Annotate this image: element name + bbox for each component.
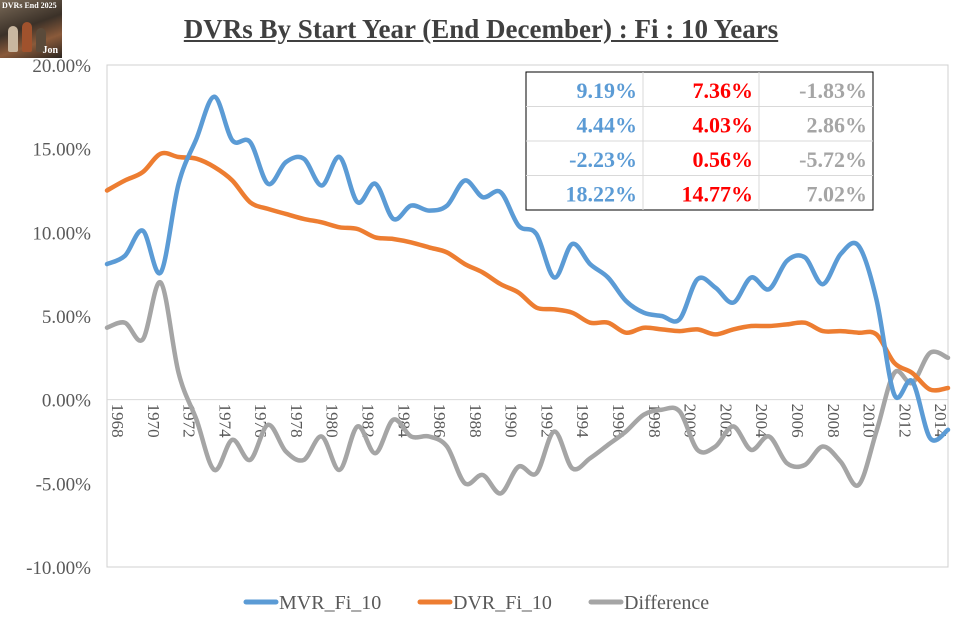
series-line-dvr-fi-10 [104, 150, 951, 393]
legend-label: MVR_Fi_10 [279, 592, 381, 614]
legend: MVR_Fi_10 DVR_Fi_10 Difference [243, 592, 709, 614]
y-tick-label: -5.00% [36, 474, 92, 495]
stats-table-cell: 2.86% [807, 113, 868, 138]
y-tick-label: 10.00% [32, 223, 91, 244]
stats-table-cell: 14.77% [682, 182, 754, 207]
x-tick-label: 1968 [108, 404, 127, 438]
stats-table-cell: -5.72% [799, 147, 867, 172]
series-line-difference [104, 280, 951, 496]
logo-figure [22, 22, 32, 52]
x-tick-label: 1984 [394, 404, 413, 439]
plot-frame [106, 64, 949, 568]
stats-table-cell: 7.02% [807, 182, 868, 207]
logo-name: Jon [42, 45, 58, 56]
series-layer [104, 94, 951, 496]
legend-label: DVR_Fi_10 [453, 592, 552, 614]
stats-table-cell: 4.03% [693, 113, 754, 138]
stats-table-cell: 7.36% [693, 78, 754, 103]
stats-table-cell: 9.19% [577, 78, 638, 103]
stats-table-cell: -2.23% [569, 147, 637, 172]
chart-title: DVRs By Start Year (End December) : Fi :… [183, 14, 779, 44]
x-axis: 1968 1970 1972 1974 1976 1978 1980 1982 1984 1986… [107, 399, 950, 439]
logo-figure [8, 26, 18, 52]
x-tick-label: 1994 [573, 404, 592, 439]
stats-table: 9.19% 7.36% -1.83% 4.44% 4.03% 2.86% -2.23% 0.5… [525, 71, 874, 211]
y-tick-label: -10.00% [26, 558, 91, 579]
x-tick-label: 2008 [824, 404, 843, 438]
plot-border [106, 64, 949, 568]
x-tick-label: 2004 [752, 404, 771, 439]
stats-table-cell: 0.56% [693, 147, 754, 172]
stats-table-cell: 4.44% [577, 113, 638, 138]
x-tick-label: 1978 [287, 404, 306, 438]
x-tick-label: 1988 [466, 404, 485, 438]
y-tick-label: 20.00% [32, 56, 91, 77]
x-tick-label: 2006 [788, 404, 807, 438]
x-tick-label: 1974 [215, 404, 234, 439]
y-tick-label: 5.00% [42, 307, 91, 328]
stats-table-cell: 18.22% [566, 182, 638, 207]
x-tick-label: 2012 [895, 404, 914, 438]
y-tick-label: 15.00% [32, 140, 91, 161]
y-tick-label: 0.00% [42, 391, 91, 412]
x-tick-label: 1986 [430, 404, 449, 438]
x-tick-label: 1980 [323, 404, 342, 438]
legend-label: Difference [624, 592, 709, 614]
x-tick-label: 1996 [609, 404, 628, 438]
y-axis: 20.00% 15.00% 10.00% 5.00% 0.00% -5.00% -10.00… [26, 56, 91, 579]
series-line-mvr-fi-10 [104, 94, 951, 443]
x-tick-label: 2000 [681, 404, 700, 438]
x-tick-label: 1992 [537, 404, 556, 438]
x-tick-label: 1970 [144, 404, 163, 438]
stats-table-cell: -1.83% [799, 78, 867, 103]
logo-figure [36, 28, 46, 52]
logo-caption: DVRs End 2025 [2, 1, 57, 10]
x-tick-label: 1990 [502, 404, 521, 438]
logo-image: DVRs End 2025 Jon [0, 0, 62, 58]
x-tick-label: 2010 [860, 404, 879, 438]
